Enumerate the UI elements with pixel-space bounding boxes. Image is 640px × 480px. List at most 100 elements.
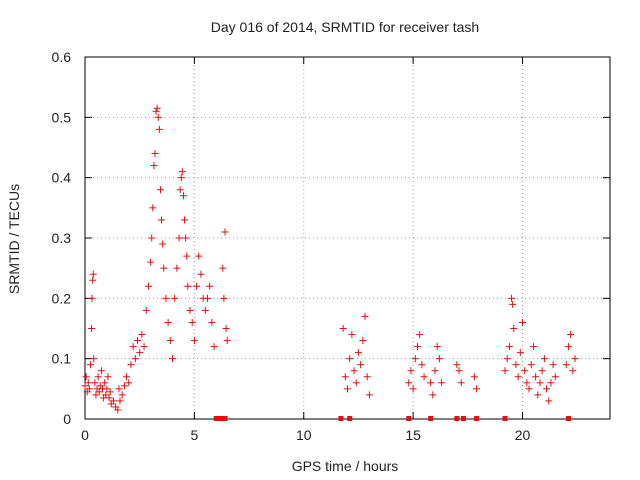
data-point — [540, 355, 548, 363]
data-point — [519, 318, 526, 326]
data-point — [151, 150, 159, 158]
data-point — [90, 355, 98, 363]
data-point — [219, 264, 227, 272]
data-point — [159, 240, 167, 248]
data-point — [188, 318, 196, 326]
data-point — [418, 361, 426, 369]
data-point — [221, 228, 229, 236]
zero-marker — [428, 416, 434, 421]
data-point — [84, 379, 92, 387]
y-axis-label: SRMTID / TECUs — [6, 184, 22, 294]
data-point — [86, 361, 94, 369]
data-point — [134, 337, 141, 345]
zero-marker — [338, 416, 344, 421]
data-point — [91, 379, 99, 387]
data-point — [564, 343, 572, 351]
data-point — [81, 382, 89, 390]
x-axis-label: GPS time / hours — [292, 458, 399, 474]
data-point — [346, 355, 354, 363]
data-point — [516, 349, 524, 357]
y-tick-label: 0.5 — [52, 109, 72, 125]
zero-marker — [213, 416, 219, 421]
data-point — [131, 355, 139, 363]
data-point — [204, 294, 211, 302]
data-point — [152, 107, 160, 115]
y-tick-label: 0 — [63, 411, 71, 427]
data-point — [352, 379, 360, 387]
data-point — [473, 385, 481, 393]
data-point — [88, 325, 96, 332]
data-point — [545, 397, 553, 405]
data-point — [455, 367, 463, 375]
data-point — [195, 252, 203, 260]
data-point — [153, 104, 161, 112]
data-point — [164, 318, 172, 326]
data-point — [532, 373, 540, 381]
data-point — [166, 337, 174, 345]
data-point — [405, 379, 413, 387]
data-point — [186, 306, 194, 314]
data-point — [114, 406, 122, 414]
data-point — [339, 325, 347, 332]
tick-labels: 0 5 10 15 20 0 0.1 0.2 0.3 0.4 0.5 0.6 — [52, 49, 531, 443]
y-tick-label: 0.6 — [52, 49, 72, 65]
data-point — [536, 379, 544, 387]
data-point — [505, 343, 513, 351]
data-point — [147, 258, 155, 266]
data-point — [208, 318, 216, 326]
data-point — [97, 367, 105, 375]
data-point — [567, 331, 575, 339]
data-point — [503, 355, 511, 363]
data-point — [85, 385, 93, 393]
data-point — [95, 388, 103, 396]
data-point — [512, 361, 520, 369]
zero-marker — [218, 416, 224, 421]
data-point — [154, 113, 162, 121]
data-point — [429, 391, 437, 399]
data-point — [433, 343, 441, 351]
data-point — [109, 397, 117, 405]
data-point — [94, 373, 102, 381]
data-point — [508, 294, 516, 302]
data-point — [169, 355, 176, 363]
y-tick-label: 0.1 — [52, 351, 72, 367]
data-point — [510, 325, 518, 332]
data-point — [92, 391, 100, 399]
data-point — [162, 294, 170, 302]
data-point — [89, 276, 97, 284]
y-tick-label: 0.3 — [52, 230, 72, 246]
data-point — [160, 264, 168, 272]
y-tick-label: 0.4 — [52, 170, 72, 186]
zero-marker — [474, 416, 480, 421]
data-point — [88, 294, 96, 302]
data-point — [359, 337, 367, 345]
data-point — [538, 367, 546, 375]
data-point — [438, 379, 446, 387]
data-point — [521, 367, 529, 375]
data-point — [547, 379, 555, 387]
chart-title: Day 016 of 2014, SRMTID for receiver tas… — [211, 19, 479, 35]
data-point — [82, 373, 90, 381]
data-point — [127, 361, 135, 369]
zero-marker — [222, 416, 228, 421]
data-point — [457, 379, 465, 387]
data-point — [140, 343, 148, 351]
zero-marker — [454, 416, 460, 421]
data-point — [123, 373, 131, 381]
data-point — [155, 125, 163, 133]
gridlines — [85, 57, 610, 419]
data-point — [431, 367, 439, 375]
data-point — [222, 325, 230, 332]
data-point — [509, 300, 517, 308]
data-point — [357, 361, 365, 369]
data-point — [525, 385, 533, 393]
zero-marker — [565, 416, 571, 421]
data-point — [102, 391, 110, 399]
data-point — [173, 264, 181, 272]
data-point — [156, 186, 164, 194]
data-point — [416, 331, 424, 339]
data-point — [116, 397, 124, 405]
zero-marker — [502, 416, 508, 421]
data-point — [193, 282, 201, 290]
data-point — [514, 373, 522, 381]
